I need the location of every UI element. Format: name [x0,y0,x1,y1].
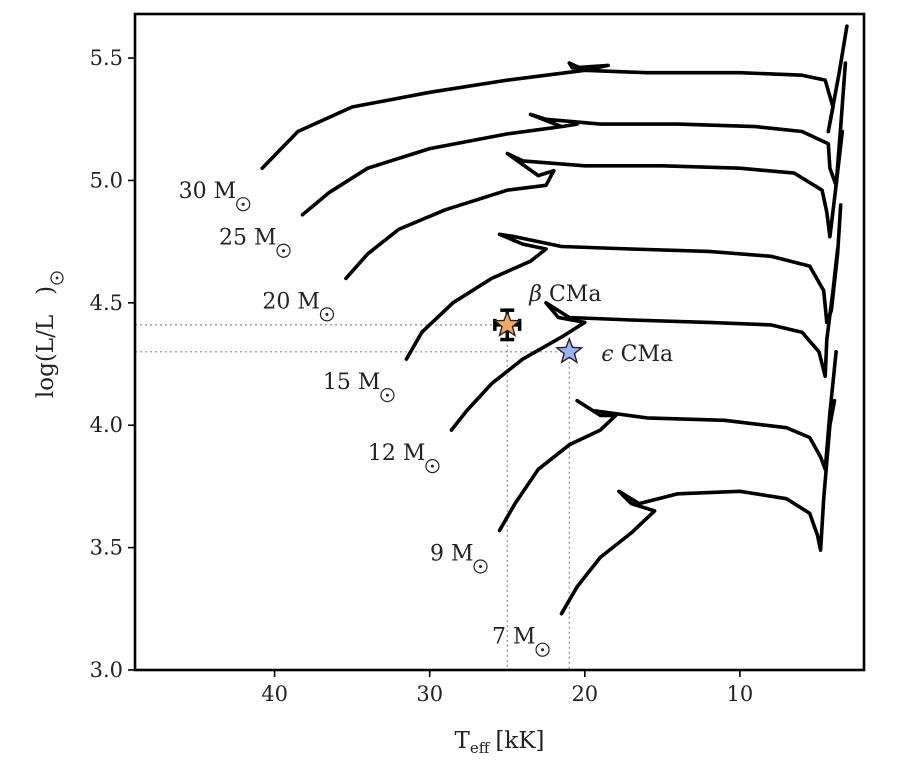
observed-stars: β CMa ϵ CMa [493,282,673,367]
track-25m [300,61,848,217]
track-label-15m: 15 M [323,370,395,403]
plot-frame [133,12,866,672]
track-20m [344,129,845,281]
track-15m [404,203,843,361]
track-9m [497,350,838,533]
y-axis-label: log(L/L) [33,271,64,398]
track-label-9m: 9 M [430,541,488,574]
y-axis-label-suffix: ) [33,286,59,295]
x-tick-label: 40 [261,682,288,706]
track-label-30m: 30 M [179,179,251,212]
track-label-7m: 7 M [492,625,550,657]
x-tick-label: 10 [727,682,754,706]
star-label: ϵ CMa [601,342,673,367]
svg-text:25 M: 25 M [219,226,277,251]
evolution-tracks [260,24,849,616]
x-axis-label-unit: [kK] [495,728,544,754]
y-tick-label: 3.0 [90,658,123,682]
track-7m [559,398,837,616]
star-epsilon-cma: ϵ CMa [555,336,673,367]
star-label: β CMa [528,282,601,307]
track-labels: 30 M 25 M 20 M 15 M 12 M 9 M 7 M [179,179,550,657]
track-label-25m: 25 M [219,226,291,258]
x-axis-label-sub: eff [470,739,491,757]
svg-text:30 M: 30 M [179,179,237,204]
svg-text:9 M: 9 M [430,541,474,566]
svg-text:20 M: 20 M [262,289,320,314]
track-label-20m: 20 M [262,289,335,322]
y-axis-label-prefix: log(L/L [33,315,59,398]
svg-text:15 M: 15 M [323,370,381,395]
reference-guides [135,324,570,670]
x-axis-label: Teff [kK] [455,728,545,757]
y-tick-label: 3.5 [90,536,123,560]
x-tick-label: 20 [571,682,598,706]
x-axis-ticks: 40 30 20 10 [261,670,753,706]
x-axis-label-main: T [455,728,471,754]
y-tick-label: 5.5 [90,46,123,70]
track-30m [260,24,849,170]
y-tick-label: 4.5 [90,291,123,315]
y-axis-ticks: 3.0 3.5 4.0 4.5 5.0 5.5 [90,46,135,682]
y-tick-label: 5.0 [90,168,123,192]
star-marker [555,336,584,364]
y-tick-label: 4.0 [90,413,123,437]
svg-text:7 M: 7 M [492,625,536,650]
star-marker [493,309,522,338]
svg-text:12 M: 12 M [368,441,426,466]
x-tick-label: 30 [416,682,443,706]
svg-text:log(L/L): log(L/L) [33,286,59,398]
star-beta-cma: β CMa [493,282,601,342]
track-label-12m: 12 M [368,441,440,474]
track-12m [449,247,840,432]
y-axis-sun-symbol [50,271,64,285]
